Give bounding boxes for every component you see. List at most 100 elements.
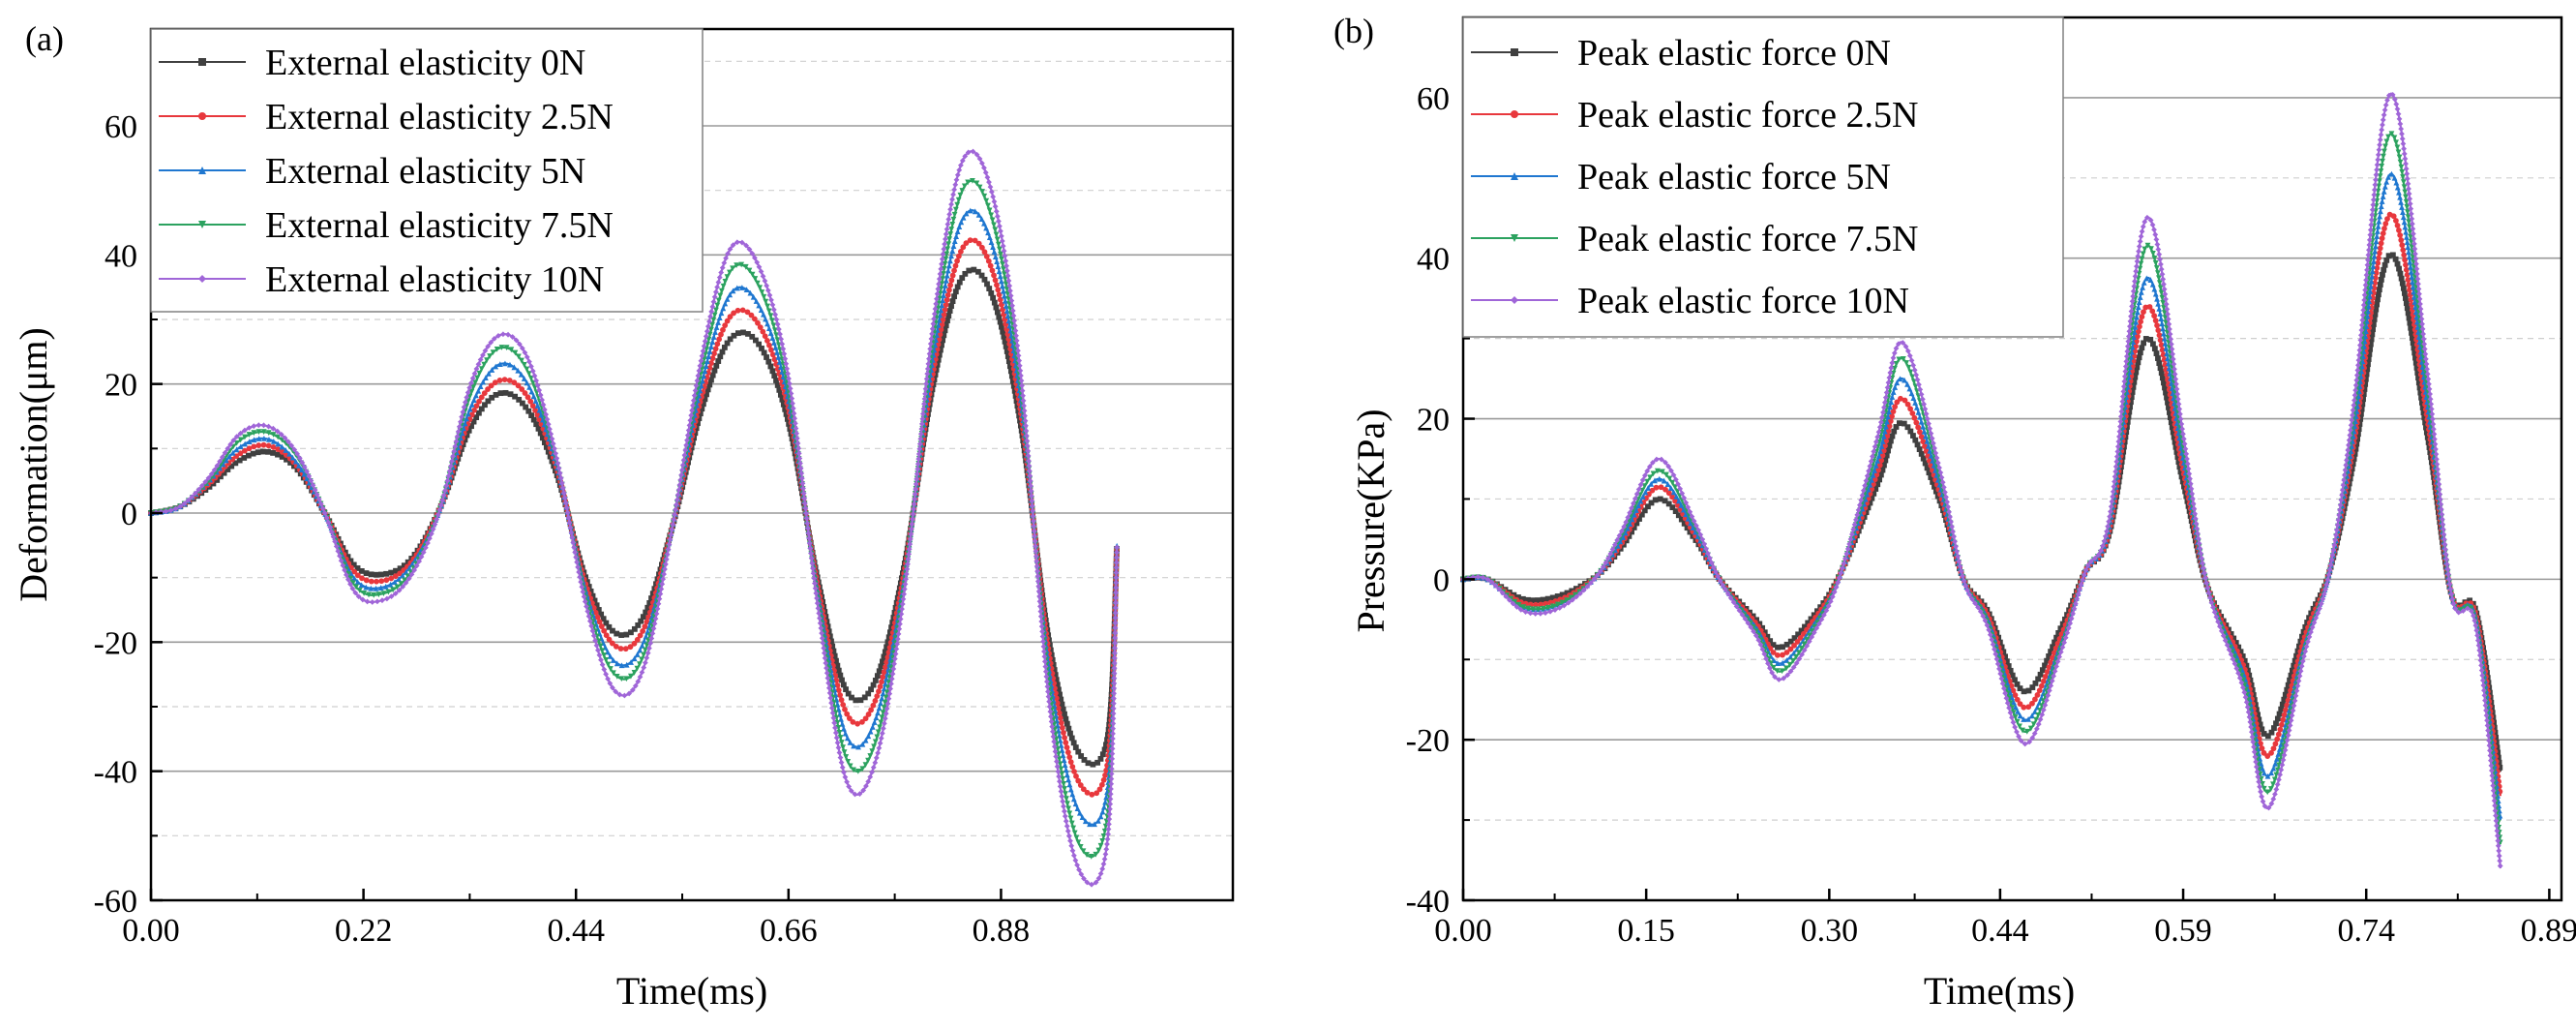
data-point-a-4 <box>1107 801 1114 807</box>
data-point-a-3 <box>833 714 840 721</box>
data-point-b-1 <box>2008 682 2015 689</box>
data-point-a-2 <box>468 401 475 408</box>
data-point-b-0 <box>2385 253 2392 259</box>
data-point-b-0 <box>2363 371 2370 378</box>
data-point-a-0 <box>1004 353 1011 359</box>
data-point-b-2 <box>1642 489 1649 496</box>
data-point-a-3 <box>937 290 944 297</box>
data-point-a-3 <box>997 246 1003 253</box>
data-point-b-2 <box>1667 485 1674 491</box>
data-point-b-1 <box>2259 745 2265 751</box>
data-point-a-4 <box>319 505 326 512</box>
data-point-a-4 <box>477 356 484 363</box>
data-point-a-4 <box>443 482 450 489</box>
data-point-b-2 <box>2172 405 2178 411</box>
data-point-a-2 <box>722 300 729 307</box>
data-point-a-4 <box>564 509 571 516</box>
data-point-a-4 <box>730 242 736 249</box>
data-point-a-0 <box>383 570 390 577</box>
data-point-a-4 <box>698 357 704 364</box>
data-point-a-4 <box>774 321 781 327</box>
data-point-a-0 <box>470 418 477 425</box>
data-point-a-3 <box>951 211 958 218</box>
data-point-a-4 <box>877 740 884 746</box>
data-point-a-3 <box>883 695 889 701</box>
data-point-a-0 <box>358 568 365 574</box>
data-point-b-2 <box>1883 423 1889 430</box>
data-point-b-2 <box>1869 476 1874 483</box>
data-point-a-2 <box>1000 288 1006 294</box>
data-point-b-0 <box>2009 672 2016 679</box>
data-point-a-0 <box>214 477 221 483</box>
data-point-a-3 <box>474 375 481 381</box>
data-point-a-4 <box>1003 258 1009 264</box>
data-point-b-1 <box>2158 342 2165 348</box>
data-point-a-4 <box>560 490 567 497</box>
data-point-a-4 <box>856 791 863 797</box>
data-point-a-4 <box>325 519 332 526</box>
data-point-a-3 <box>1000 261 1005 267</box>
data-point-a-4 <box>537 392 544 398</box>
data-point-a-4 <box>816 610 823 617</box>
data-point-a-4 <box>1037 608 1044 615</box>
data-point-a-4 <box>834 740 841 746</box>
data-point-a-4 <box>839 764 846 771</box>
data-point-a-1 <box>941 312 947 318</box>
data-point-a-0 <box>765 358 772 365</box>
data-point-a-4 <box>823 660 829 666</box>
data-point-a-0 <box>600 616 607 622</box>
data-point-a-1 <box>859 718 865 725</box>
data-point-a-3 <box>705 336 712 343</box>
data-point-a-1 <box>954 258 960 264</box>
data-point-a-1 <box>354 572 361 579</box>
data-point-a-4 <box>993 208 1000 215</box>
data-point-b-0 <box>1883 452 1890 459</box>
data-point-a-4 <box>1026 468 1033 474</box>
data-point-a-3 <box>356 588 363 593</box>
data-point-a-3 <box>1057 761 1063 768</box>
data-point-a-1 <box>609 640 615 647</box>
data-point-a-4 <box>573 554 580 560</box>
data-point-b-0 <box>2289 667 2295 674</box>
data-point-a-2 <box>223 457 229 464</box>
data-point-b-0 <box>2371 316 2378 322</box>
data-point-b-1 <box>2402 257 2409 263</box>
data-point-a-4 <box>557 474 564 481</box>
data-point-a-0 <box>1006 363 1013 370</box>
data-point-a-2 <box>701 373 706 379</box>
data-point-a-2 <box>1070 796 1077 803</box>
data-point-a-2 <box>1082 818 1089 825</box>
data-point-a-2 <box>985 229 991 236</box>
data-point-a-4 <box>1030 513 1036 519</box>
data-point-a-0 <box>373 571 379 578</box>
data-point-a-3 <box>1004 290 1011 297</box>
data-point-b-0 <box>1756 621 1763 627</box>
data-point-a-4 <box>820 640 826 647</box>
data-point-a-3 <box>1066 810 1073 817</box>
data-point-a-4 <box>1069 847 1076 854</box>
data-point-a-4 <box>524 354 530 360</box>
data-point-a-4 <box>1112 604 1119 611</box>
data-point-b-1 <box>2275 731 2282 738</box>
data-point-a-1 <box>1058 719 1064 726</box>
data-point-a-4 <box>647 640 654 647</box>
data-point-a-4 <box>917 431 924 438</box>
data-point-b-0 <box>2424 434 2431 440</box>
data-point-a-4 <box>639 669 645 676</box>
data-point-a-4 <box>756 263 763 270</box>
data-point-a-4 <box>1041 653 1048 660</box>
data-point-b-0 <box>1629 529 1634 535</box>
data-point-a-4 <box>788 390 794 397</box>
data-point-a-4 <box>265 423 272 430</box>
panel-label-a: (a) <box>25 19 64 58</box>
data-point-a-4 <box>1109 761 1115 767</box>
data-point-a-4 <box>1006 283 1013 289</box>
data-point-a-3 <box>754 280 761 287</box>
data-point-a-0 <box>952 288 959 295</box>
data-point-a-4 <box>691 392 698 399</box>
data-point-a-4 <box>568 530 575 535</box>
data-point-a-4 <box>659 581 666 588</box>
data-point-b-2 <box>1910 395 1917 401</box>
data-point-b-0 <box>1885 447 1891 454</box>
data-point-b-2 <box>2159 320 2166 327</box>
